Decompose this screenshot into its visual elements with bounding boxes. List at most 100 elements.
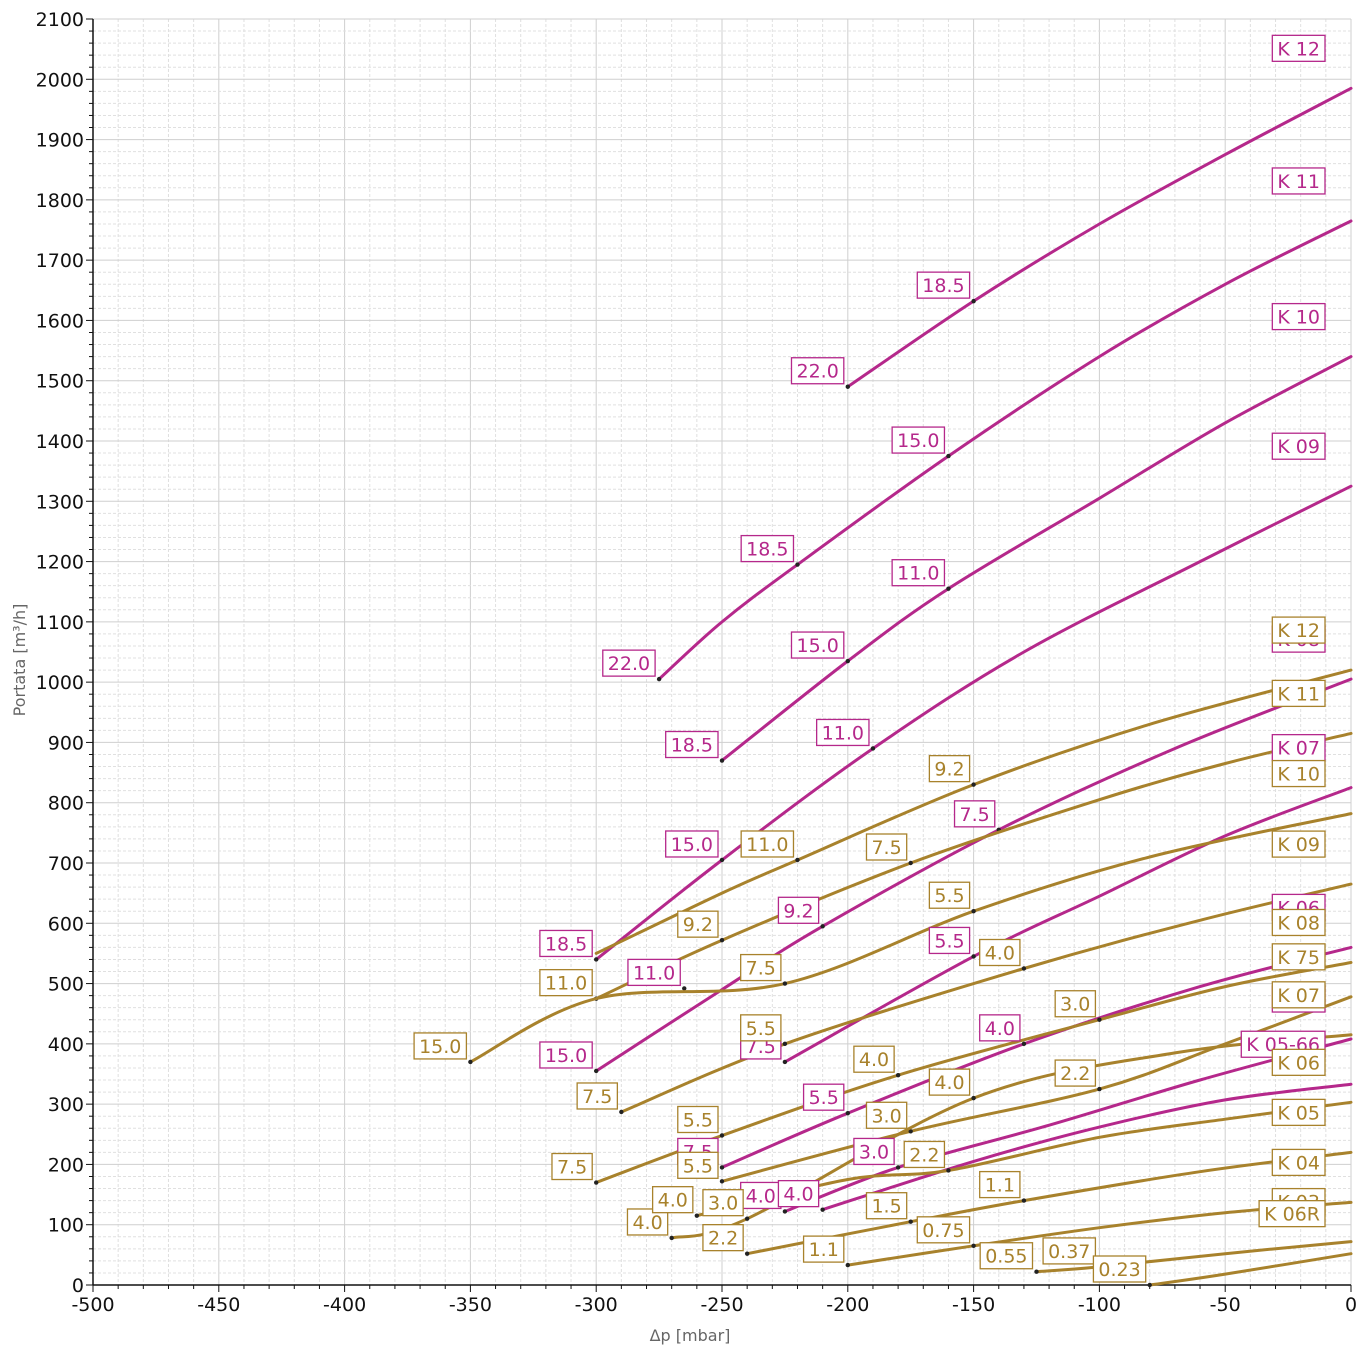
point-label: 0.37: [1042, 1237, 1097, 1265]
point-label: 5.5: [677, 1151, 719, 1179]
point-label-text: 4.0: [658, 1190, 688, 1212]
point-label-box: [665, 830, 719, 858]
x-tick-label: -250: [700, 1294, 743, 1316]
y-tick-label: 1600: [36, 310, 84, 332]
point-label: 18.5: [665, 730, 719, 759]
point-label-text: 0.23: [1098, 1259, 1140, 1281]
point-label: 11.0: [891, 559, 946, 587]
series-label-box: [1271, 943, 1326, 971]
series-label-box: [1271, 908, 1326, 937]
point-label-box: [1054, 1059, 1097, 1087]
point-label-box: [865, 1101, 908, 1129]
point-label-text: 15.0: [419, 1036, 461, 1058]
point-label-box: [551, 1152, 593, 1181]
point-label: 7.5: [551, 1152, 593, 1181]
operating-point: [1021, 1198, 1027, 1203]
point-label-text: 2.2: [1060, 1063, 1090, 1085]
operating-point: [971, 909, 976, 914]
point-label: 1.1: [979, 1170, 1021, 1199]
point-label: 2.2: [1054, 1059, 1097, 1087]
operating-point: [820, 924, 825, 929]
series-line-12: [619, 882, 1353, 1114]
point-label-box: [602, 649, 656, 677]
operating-point: [719, 857, 725, 863]
point-label: 0.55: [979, 1242, 1034, 1270]
series-label-text: K 12: [1277, 620, 1320, 642]
point-label-text: 9.2: [683, 914, 713, 936]
point-label: 15.0: [413, 1032, 468, 1060]
point-label-box: [1042, 1237, 1097, 1265]
point-label-text: 3.0: [859, 1141, 889, 1163]
point-label-box: [677, 910, 719, 938]
x-tick-label: -300: [575, 1294, 618, 1316]
point-label: 5.5: [677, 1105, 719, 1134]
point-label-text: 0.55: [985, 1246, 1027, 1268]
operating-point: [795, 857, 800, 863]
point-label-text: 15.0: [897, 430, 939, 452]
operating-point: [946, 453, 951, 459]
point-label-box: [1054, 990, 1097, 1018]
operating-point: [1097, 1017, 1102, 1022]
operating-point: [908, 1219, 913, 1224]
series-label-text: K 75: [1277, 947, 1320, 969]
series-line-11: [468, 812, 1353, 1064]
series-label: K 04: [1271, 1148, 1326, 1177]
point-label-text: 4.0: [746, 1185, 776, 1207]
x-tick-label: -450: [197, 1294, 240, 1316]
point-label: 11.0: [740, 830, 795, 858]
series-line-1: [657, 219, 1353, 681]
point-label-text: 4.0: [783, 1184, 813, 1206]
operating-point: [719, 758, 725, 763]
series-label-box: [1271, 432, 1326, 460]
series-label-text: K 07: [1277, 738, 1320, 760]
point-label-box: [413, 1032, 468, 1060]
point-label-text: 7.5: [746, 958, 776, 980]
point-label-text: 7.5: [582, 1086, 612, 1108]
point-label-text: 4.0: [985, 943, 1015, 965]
point-label-text: 5.5: [809, 1087, 839, 1109]
point-label: 0.23: [1092, 1255, 1147, 1283]
series-label-box: [1271, 1098, 1326, 1127]
series-label-box: [1271, 1048, 1326, 1076]
point-label-text: 15.0: [796, 635, 838, 657]
series-label-text: K 10: [1277, 307, 1320, 329]
operating-point: [795, 562, 800, 567]
point-label-text: 3.0: [871, 1105, 901, 1127]
operating-point: [782, 1209, 788, 1214]
point-label-box: [1092, 1255, 1147, 1283]
y-tick-label: 900: [48, 732, 84, 754]
point-label: 11.0: [627, 958, 681, 987]
chart-curves: [468, 86, 1353, 1288]
chart-labels: 22.0 18.5 K 12 22.0 18.5 15.0 K 11 18.5 15.0 11.0…: [413, 34, 1326, 1283]
point-label-box: [928, 1068, 971, 1096]
point-label-text: 3.0: [1060, 994, 1090, 1016]
series-label-box: [1271, 759, 1326, 788]
series-label: K 10: [1271, 302, 1326, 331]
operating-point: [669, 1235, 674, 1241]
operating-point: [845, 1110, 850, 1116]
point-label-text: 11.0: [822, 722, 864, 744]
series-label-box: [1271, 616, 1326, 644]
point-label-box: [740, 953, 782, 982]
point-label: 1.5: [865, 1192, 908, 1220]
point-label-text: 18.5: [545, 933, 587, 955]
series-label: K 08: [1271, 908, 1326, 937]
operating-point: [908, 860, 913, 866]
point-label-box: [979, 1242, 1034, 1270]
series-line-16: [695, 1100, 1353, 1218]
point-label: 7.5: [953, 800, 996, 828]
y-tick-label: 700: [48, 853, 84, 875]
series-label: K 12: [1271, 34, 1326, 62]
point-label-box: [979, 1170, 1021, 1199]
series-label-box: [1271, 302, 1326, 331]
point-label: 2.2: [903, 1140, 946, 1169]
operating-point: [971, 1243, 976, 1249]
series-label: K 09: [1271, 830, 1326, 858]
point-label: 4.0: [777, 1179, 820, 1208]
point-label-text: 3.0: [708, 1193, 738, 1215]
point-label-box: [891, 559, 946, 587]
point-label-text: 5.5: [683, 1109, 713, 1131]
series-label: K 11: [1271, 167, 1326, 195]
series-label: K 12: [1271, 616, 1326, 644]
